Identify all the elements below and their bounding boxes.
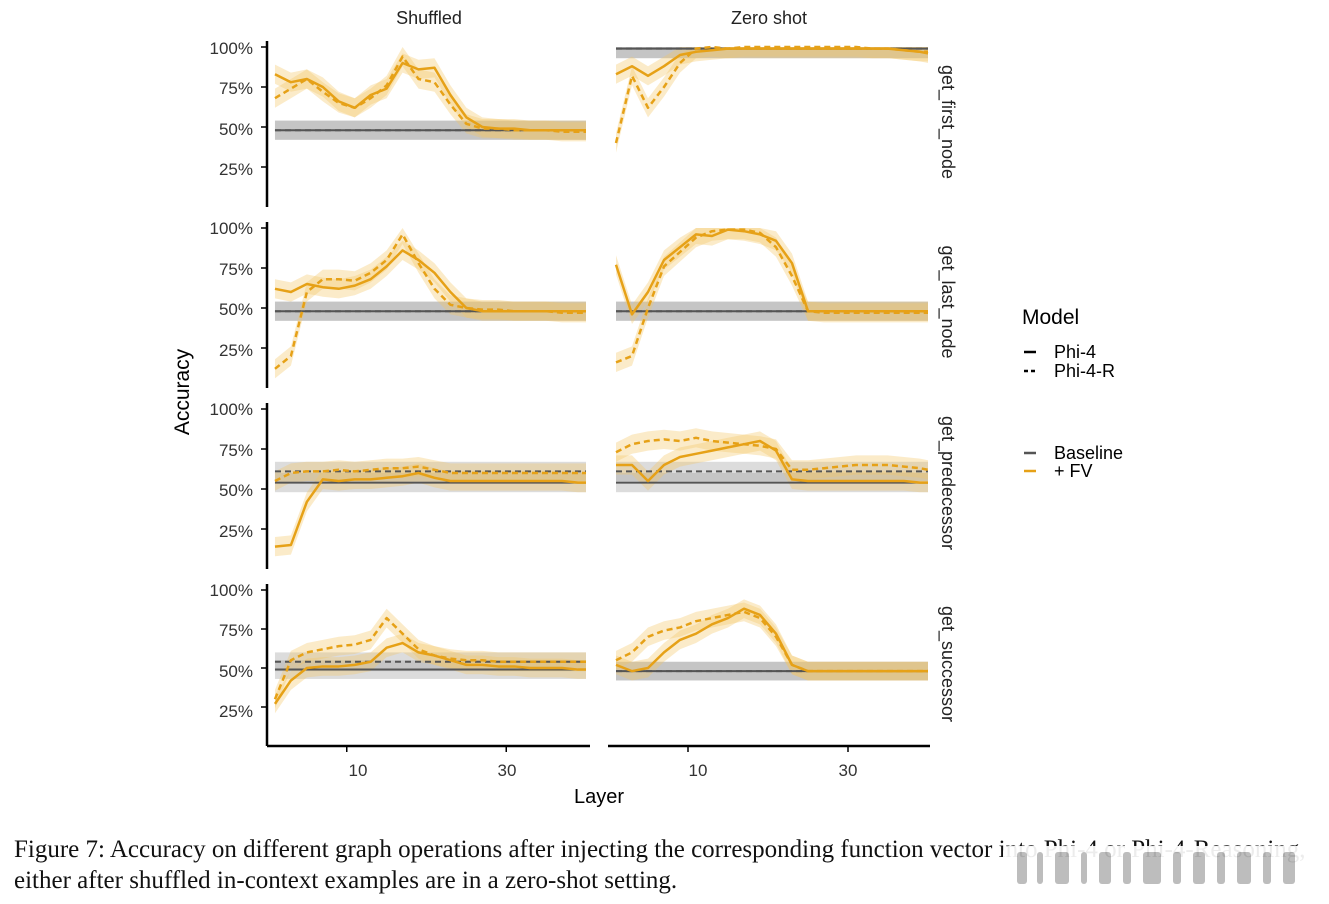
fv-phi4-line — [274, 61, 586, 132]
fv-phi4r-line — [274, 233, 586, 370]
legend-title: Model — [1022, 306, 1079, 329]
y-tick-labels-row-1: 100% 75% 50% 25% — [210, 39, 253, 179]
legend-label-phi4r: Phi-4-R — [1054, 361, 1115, 381]
baseline-band — [616, 47, 928, 59]
fv-band — [616, 431, 928, 493]
y-tick-label-75: 75% — [219, 79, 253, 98]
y-tick-label-75: 75% — [219, 260, 253, 279]
fv-phi4-line — [615, 47, 929, 78]
fv-phi4-line — [274, 471, 586, 548]
watermark — [1003, 846, 1313, 890]
y-tick-label-25: 25% — [219, 341, 253, 360]
row-title-get-predecessor: get_predecessor — [937, 416, 958, 550]
y-tick-label-50: 50% — [219, 481, 253, 500]
legend-label-fv: + FV — [1054, 461, 1093, 481]
y-tick-labels-row-4: 100% 75% 50% 25% — [210, 581, 253, 721]
y-tick-label-50: 50% — [219, 120, 253, 139]
fv-phi4r-line — [274, 465, 586, 483]
fv-band — [274, 463, 586, 557]
row-title-get-successor: get_successor — [937, 606, 958, 722]
legend-label-baseline: Baseline — [1054, 443, 1123, 463]
y-tick-label-100: 100% — [210, 581, 253, 600]
y-tick-label-25: 25% — [219, 160, 253, 179]
fv-band — [274, 240, 586, 321]
y-tick-label-75: 75% — [219, 621, 253, 640]
fv-band — [274, 228, 586, 379]
y-tick-label-100: 100% — [210, 219, 253, 238]
legend: Model Phi-4 Phi-4-R Baseline + FV — [1022, 306, 1123, 481]
y-tick-labels-row-2: 100% 75% 50% 25% — [210, 219, 253, 360]
y-tick-label-25: 25% — [219, 702, 253, 721]
y-tick-label-100: 100% — [210, 400, 253, 419]
fv-band — [616, 602, 928, 681]
x-tick-label-10-zero-shot: 10 — [689, 761, 708, 780]
fv-band — [616, 47, 928, 86]
x-axis-title: Layer — [574, 786, 624, 808]
fv-band — [274, 608, 586, 709]
fv-band — [616, 228, 928, 324]
column-title-zero-shot: Zero shot — [731, 8, 807, 28]
y-tick-label-50: 50% — [219, 662, 253, 681]
fv-phi4r-line — [615, 610, 928, 673]
column-title-shuffled: Shuffled — [396, 8, 462, 28]
fv-phi4-line — [614, 228, 928, 316]
fv-band — [274, 633, 586, 714]
fv-phi4r-line — [615, 436, 929, 472]
fv-phi4r-line — [274, 55, 586, 134]
y-tick-label-25: 25% — [219, 522, 253, 541]
row-title-get-first-node: get_first_node — [937, 65, 958, 179]
fv-band — [616, 428, 928, 480]
x-tick-label-30-shuffled: 30 — [498, 761, 517, 780]
y-tick-label-50: 50% — [219, 300, 253, 319]
fv-phi4r-line — [273, 616, 586, 700]
baseline-band — [616, 47, 928, 59]
y-tick-label-100: 100% — [210, 39, 253, 58]
x-tick-label-10-shuffled: 10 — [349, 761, 368, 780]
row-title-get-last-node: get_last_node — [937, 245, 958, 358]
fv-phi4r-line — [615, 228, 928, 364]
y-tick-labels-row-3: 100% 75% 50% 25% — [210, 400, 253, 541]
panels — [261, 41, 930, 752]
y-axis-title: Accuracy — [171, 348, 194, 435]
legend-label-phi4: Phi-4 — [1054, 342, 1096, 362]
fv-phi4r-line — [614, 45, 928, 144]
x-tick-label-30-zero-shot: 30 — [839, 761, 858, 780]
fv-band — [616, 47, 928, 153]
y-tick-label-75: 75% — [219, 441, 253, 460]
fv-band — [616, 228, 928, 372]
